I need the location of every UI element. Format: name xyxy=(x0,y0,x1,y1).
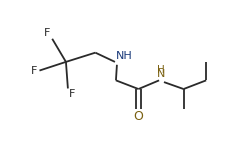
Text: N: N xyxy=(156,69,164,79)
Text: O: O xyxy=(133,110,143,123)
Text: F: F xyxy=(43,28,50,38)
Text: H: H xyxy=(156,65,164,75)
Text: NH: NH xyxy=(115,51,132,61)
Text: F: F xyxy=(31,66,37,76)
Text: F: F xyxy=(69,89,75,99)
